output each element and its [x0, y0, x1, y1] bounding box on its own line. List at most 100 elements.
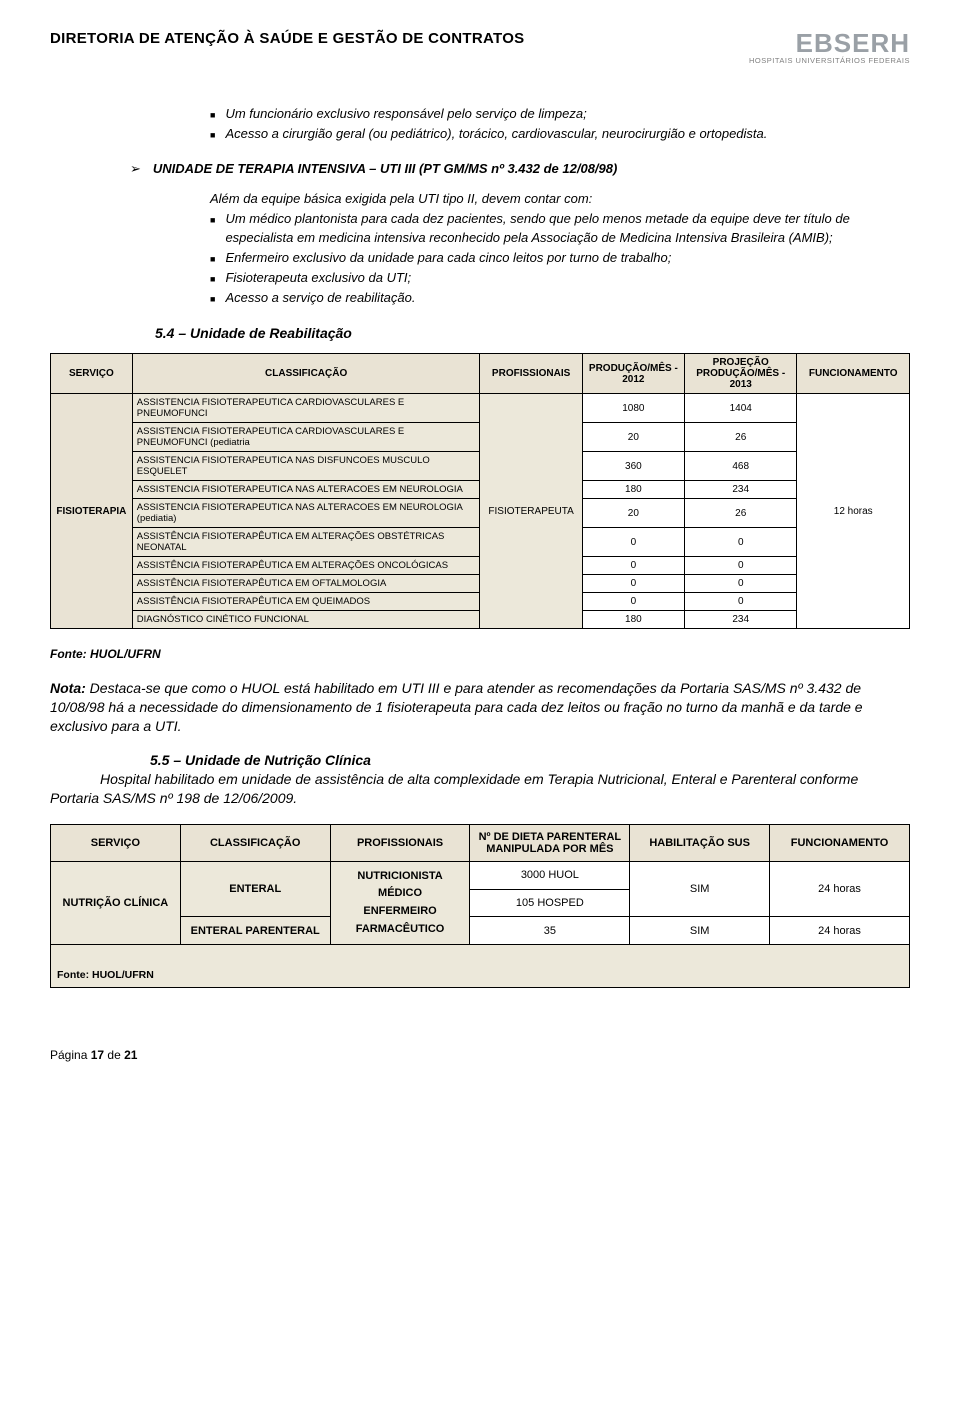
th-prod2013: PROJEÇÃO PRODUÇÃO/MÊS - 2013 [684, 354, 796, 394]
cell-servico: FISIOTERAPIA [51, 394, 133, 629]
th-funcionamento: FUNCIONAMENTO [797, 354, 910, 394]
th-classificacao: CLASSIFICAÇÃO [132, 354, 480, 394]
th-classificacao: CLASSIFICAÇÃO [180, 824, 330, 861]
cell-class: ASSISTENCIA FISIOTERAPEUTICA NAS DISFUNC… [132, 452, 480, 481]
cell-dieta: 105 HOSPED [470, 889, 630, 917]
cell-class: ASSISTÊNCIA FISIOTERAPÊUTICA EM ALTERAÇÕ… [132, 528, 480, 557]
cell-class: ASSISTÊNCIA FISIOTERAPÊUTICA EM OFTALMOL… [132, 575, 480, 593]
table-row: FISIOTERAPIA ASSISTENCIA FISIOTERAPEUTIC… [51, 394, 910, 423]
square-bullet-icon: ■ [210, 289, 215, 307]
intro-bullet-list: ■ Um funcionário exclusivo responsável pe… [210, 105, 910, 143]
cell-num: 1404 [684, 394, 796, 423]
cell-num: 0 [684, 593, 796, 611]
bullet-text: Fisioterapeuta exclusivo da UTI; [225, 269, 411, 287]
footer-fonte: Fonte: HUOL/UFRN [50, 963, 910, 988]
cell-servico: NUTRIÇÃO CLÍNICA [51, 861, 181, 944]
list-item: ■ Fisioterapeuta exclusivo da UTI; [210, 269, 910, 287]
cell-num: 20 [582, 423, 684, 452]
page-total: 21 [124, 1048, 137, 1062]
list-item: ■ Um médico plantonista para cada dez pac… [210, 210, 910, 246]
cell-num: 0 [684, 528, 796, 557]
cell-func: 24 horas [770, 861, 910, 917]
cell-dieta: 35 [470, 917, 630, 945]
list-item: ■ Acesso a cirurgião geral (ou pediátrico… [210, 125, 910, 143]
section-54-heading: 5.4 – Unidade de Reabilitação [155, 325, 910, 341]
cell-class: ASSISTENCIA FISIOTERAPEUTICA NAS ALTERAC… [132, 481, 480, 499]
cell-num: 0 [582, 528, 684, 557]
fisioterapia-table: SERVIÇO CLASSIFICAÇÃO PROFISSIONAIS PROD… [50, 353, 910, 629]
nutricao-table: SERVIÇO CLASSIFICAÇÃO PROFISSIONAIS Nº D… [50, 824, 910, 945]
unidade-heading: ➢ UNIDADE DE TERAPIA INTENSIVA – UTI III… [130, 161, 910, 177]
bullet-text: Um funcionário exclusivo responsável pel… [225, 105, 586, 123]
th-prod2012: PRODUÇÃO/MÊS - 2012 [582, 354, 684, 394]
page-header: DIRETORIA DE ATENÇÃO À SAÚDE E GESTÃO DE… [50, 30, 910, 65]
cell-class: ENTERAL PARENTERAL [180, 917, 330, 945]
bullet-text: Enfermeiro exclusivo da unidade para cad… [225, 249, 671, 267]
square-bullet-icon: ■ [210, 210, 215, 246]
bullet-text: Um médico plantonista para cada dez paci… [225, 210, 910, 246]
cell-class: DIAGNÓSTICO CINÉTICO FUNCIONAL [132, 611, 480, 629]
cell-num: 0 [684, 557, 796, 575]
square-bullet-icon: ■ [210, 105, 215, 123]
section-55-heading: 5.5 – Unidade de Nutrição Clínica [150, 752, 910, 768]
square-bullet-icon: ■ [210, 125, 215, 143]
list-item: ■ Enfermeiro exclusivo da unidade para ca… [210, 249, 910, 267]
table-header-row: SERVIÇO CLASSIFICAÇÃO PROFISSIONAIS PROD… [51, 354, 910, 394]
unidade-text: UNIDADE DE TERAPIA INTENSIVA – UTI III (… [153, 161, 617, 177]
bullet-text: Acesso a serviço de reabilitação. [225, 289, 415, 307]
cell-hab: SIM [630, 917, 770, 945]
fonte-label: Fonte: HUOL/UFRN [50, 647, 910, 661]
page-label: Página [50, 1048, 91, 1062]
bullet-text: Acesso a cirurgião geral (ou pediátrico)… [225, 125, 767, 143]
cell-num: 180 [582, 481, 684, 499]
page-current: 17 [91, 1048, 104, 1062]
nota-label: Nota: [50, 680, 86, 696]
table-row: NUTRIÇÃO CLÍNICA ENTERAL NUTRICIONISTA M… [51, 861, 910, 889]
cell-class: ASSISTENCIA FISIOTERAPEUTICA NAS ALTERAC… [132, 499, 480, 528]
th-servico: SERVIÇO [51, 824, 181, 861]
cell-num: 0 [582, 557, 684, 575]
cell-num: 0 [582, 593, 684, 611]
cell-class: ASSISTÊNCIA FISIOTERAPÊUTICA EM QUEIMADO… [132, 593, 480, 611]
nota-body: Destaca-se que como o HUOL está habilita… [50, 680, 863, 734]
th-dieta: Nº DE DIETA PARENTERAL MANIPULADA POR MÊ… [470, 824, 630, 861]
cell-class: ASSISTENCIA FISIOTERAPEUTICA CARDIOVASCU… [132, 394, 480, 423]
table-row: ENTERAL PARENTERAL 35 SIM 24 horas [51, 917, 910, 945]
sub-bullet-list: ■ Um médico plantonista para cada dez pac… [210, 210, 910, 307]
cell-num: 26 [684, 423, 796, 452]
prof-line: NUTRICIONISTA [335, 868, 466, 886]
header-title: DIRETORIA DE ATENÇÃO À SAÚDE E GESTÃO DE… [50, 30, 524, 47]
arrow-icon: ➢ [130, 161, 141, 177]
square-bullet-icon: ■ [210, 269, 215, 287]
th-profissionais: PROFISSIONAIS [330, 824, 470, 861]
cell-profissional: FISIOTERAPEUTA [480, 394, 582, 629]
list-item: ■ Um funcionário exclusivo responsável pe… [210, 105, 910, 123]
prof-line: MÉDICO [335, 885, 466, 903]
cell-num: 180 [582, 611, 684, 629]
cell-num: 468 [684, 452, 796, 481]
cell-func: 24 horas [770, 917, 910, 945]
cell-dieta: 3000 HUOL [470, 861, 630, 889]
cell-num: 1080 [582, 394, 684, 423]
square-bullet-icon: ■ [210, 249, 215, 267]
page-number: Página 17 de 21 [50, 1048, 910, 1062]
cell-num: 26 [684, 499, 796, 528]
cell-num: 234 [684, 611, 796, 629]
cell-num: 20 [582, 499, 684, 528]
prof-line: ENFERMEIRO [335, 903, 466, 921]
th-funcionamento: FUNCIONAMENTO [770, 824, 910, 861]
page-of: de [104, 1048, 124, 1062]
logo-main-text: EBSERH [749, 30, 910, 56]
cell-class: ENTERAL [180, 861, 330, 917]
table-header-row: SERVIÇO CLASSIFICAÇÃO PROFISSIONAIS Nº D… [51, 824, 910, 861]
table-spacer [50, 945, 910, 963]
logo: EBSERH HOSPITAIS UNIVERSITÁRIOS FEDERAIS [749, 30, 910, 65]
cell-class: ASSISTENCIA FISIOTERAPEUTICA CARDIOVASCU… [132, 423, 480, 452]
para-55: Hospital habilitado em unidade de assist… [50, 770, 910, 808]
th-servico: SERVIÇO [51, 354, 133, 394]
th-profissionais: PROFISSIONAIS [480, 354, 582, 394]
cell-num: 0 [684, 575, 796, 593]
cell-funcionamento: 12 horas [797, 394, 910, 629]
cell-num: 234 [684, 481, 796, 499]
cell-hab: SIM [630, 861, 770, 917]
